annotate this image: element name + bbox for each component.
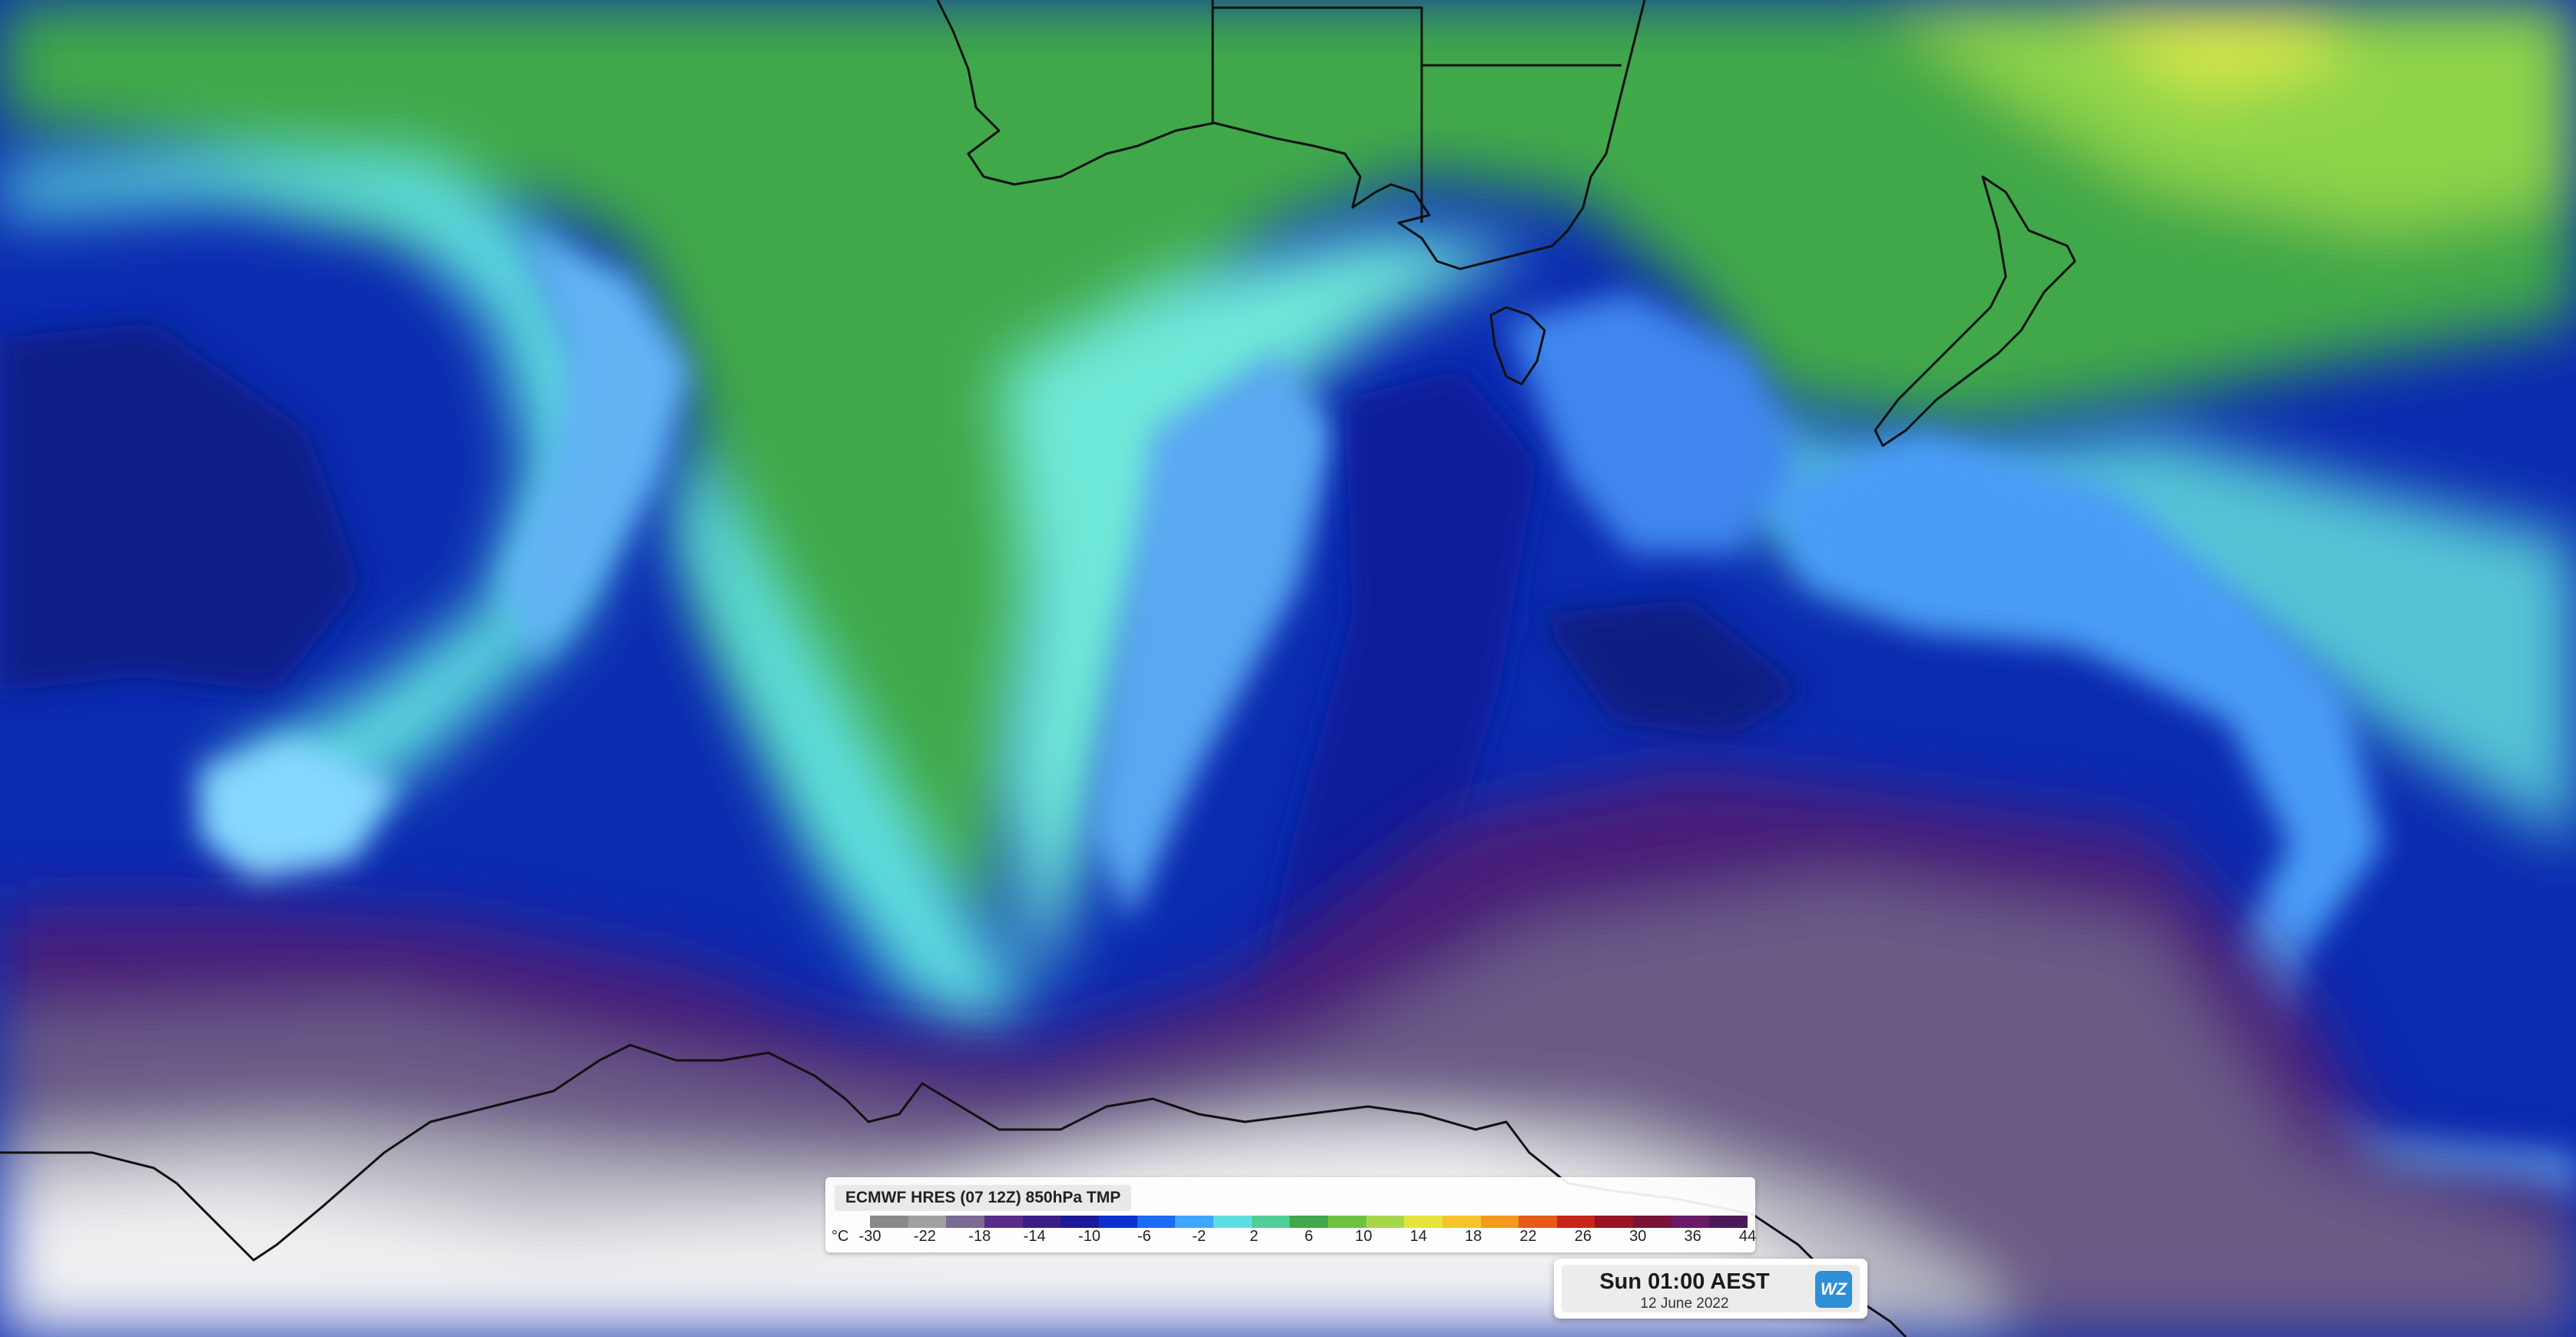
legend-label: -18 — [968, 1228, 991, 1245]
legend-swatch — [1366, 1216, 1405, 1228]
cold-swirls — [200, 231, 2576, 1199]
legend-swatch — [1480, 1216, 1519, 1228]
legend-label: -30 — [858, 1228, 881, 1245]
legend-swatch — [1519, 1216, 1557, 1228]
legend-labels: -30 -22 -18 -14 -10 -6 -2 2 6 10 14 18 22 26 30 36 44 — [859, 1228, 1757, 1248]
legend-label: 30 — [1629, 1228, 1647, 1245]
legend-label: 36 — [1684, 1228, 1701, 1245]
legend-label: 26 — [1574, 1228, 1592, 1245]
legend-swatch — [870, 1216, 908, 1228]
legend-color-bar — [870, 1216, 1748, 1228]
legend-swatch — [1098, 1216, 1137, 1228]
legend-label: -2 — [1192, 1228, 1207, 1245]
legend-label: -22 — [913, 1228, 936, 1245]
legend-label: -14 — [1023, 1228, 1046, 1245]
legend-swatch — [1327, 1216, 1366, 1228]
legend-swatch — [1404, 1216, 1442, 1228]
weatherzone-logo[interactable]: WZ — [1815, 1271, 1852, 1308]
legend-unit: °C — [832, 1228, 849, 1245]
tasmania — [1489, 306, 1546, 386]
warm-airmass — [0, 0, 2576, 922]
legend-swatch — [984, 1216, 1023, 1228]
legend-swatch — [1290, 1216, 1328, 1228]
legend-label: 22 — [1519, 1228, 1537, 1245]
legend-swatch — [1137, 1216, 1176, 1228]
legend-label: 14 — [1409, 1228, 1427, 1245]
cold-cores — [0, 323, 1806, 1076]
legend-swatch — [1595, 1216, 1634, 1228]
legend-label: 44 — [1738, 1228, 1757, 1245]
legend-label: 18 — [1465, 1228, 1482, 1245]
legend-swatch — [946, 1216, 984, 1228]
legend-swatch — [1709, 1216, 1748, 1228]
legend-title: ECMWF HRES (07 12Z) 850hPa TMP — [835, 1185, 1132, 1211]
legend-swatch — [1633, 1216, 1671, 1228]
legend-swatch — [1556, 1216, 1595, 1228]
legend-swatch — [1022, 1216, 1061, 1228]
legend-swatch — [908, 1216, 947, 1228]
legend-label: 2 — [1250, 1228, 1259, 1245]
legend-label: 10 — [1355, 1228, 1373, 1245]
legend-label: -10 — [1078, 1228, 1100, 1245]
temperature-legend: ECMWF HRES (07 12Z) 850hPa TMP °C -30 -22… — [825, 1177, 1757, 1252]
legend-label: -6 — [1137, 1228, 1151, 1245]
time-panel: Sun 01:00 AEST 12 June 2022 WZ — [1562, 1265, 1860, 1312]
legend-swatch — [1442, 1216, 1481, 1228]
legend-swatch — [1061, 1216, 1099, 1228]
australia-coastline — [936, 0, 1646, 270]
forecast-time-badge[interactable]: Sun 01:00 AEST 12 June 2022 WZ — [1554, 1259, 1867, 1319]
legend-swatch — [1213, 1216, 1252, 1228]
legend-swatch — [1671, 1216, 1710, 1228]
forecast-date: 12 June 2022 — [1640, 1296, 1729, 1312]
state-borders — [1211, 0, 1622, 223]
legend-swatch — [1251, 1216, 1290, 1228]
forecast-time: Sun 01:00 AEST — [1599, 1269, 1770, 1294]
new-zealand — [1874, 175, 2076, 447]
legend-swatch — [1175, 1216, 1213, 1228]
legend-label: 6 — [1304, 1228, 1313, 1245]
